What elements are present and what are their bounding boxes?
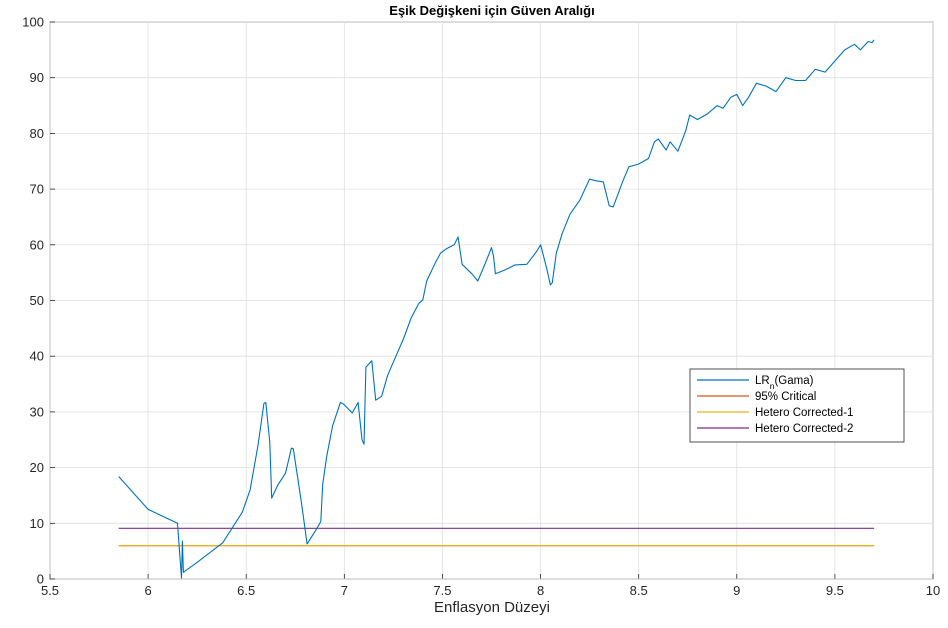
x-tick-label: 8 <box>537 583 544 598</box>
y-tick-label: 60 <box>30 237 44 252</box>
legend-box <box>689 368 905 443</box>
legend-label: Hetero Corrected-2 <box>755 423 853 435</box>
tick-labels: 5.5 6 6.5 7 7.5 8 8.5 9 9.5 100102030405060708090… <box>22 15 940 599</box>
x-axis-title: Enflasyon Düzeyi <box>434 599 550 616</box>
y-tick-label: 10 <box>30 516 44 531</box>
y-tick-label: 20 <box>30 460 44 475</box>
y-tick-label: 50 <box>30 293 44 308</box>
x-tick-label: 6.5 <box>237 583 255 598</box>
y-tick-label: 90 <box>30 70 44 85</box>
series-line-0 <box>118 39 875 579</box>
x-tick-label: 9 <box>733 583 740 598</box>
x-tick-label: 7 <box>341 583 348 598</box>
y-tick-label: 30 <box>30 404 44 419</box>
x-tick-label: 9.5 <box>826 583 844 598</box>
y-tick-label: 0 <box>37 572 44 587</box>
grid-lines <box>49 21 934 580</box>
x-tick-label: 5.5 <box>41 583 59 598</box>
x-tick-label: 6 <box>144 583 151 598</box>
y-tick-label: 80 <box>30 126 44 141</box>
y-tick-label: 40 <box>30 349 44 364</box>
y-tick-label: 100 <box>22 15 44 30</box>
y-tick-label: 70 <box>30 182 44 197</box>
x-tick-label: 10 <box>926 583 940 598</box>
x-tick-label: 7.5 <box>433 583 451 598</box>
series-lines <box>118 39 875 579</box>
legend-label: 95% Critical <box>755 391 816 403</box>
x-tick-label: 8.5 <box>630 583 648 598</box>
legend-label: Hetero Corrected-1 <box>755 407 853 419</box>
chart-title: Eşik Değişkeni için Güven Aralığı <box>389 3 594 18</box>
